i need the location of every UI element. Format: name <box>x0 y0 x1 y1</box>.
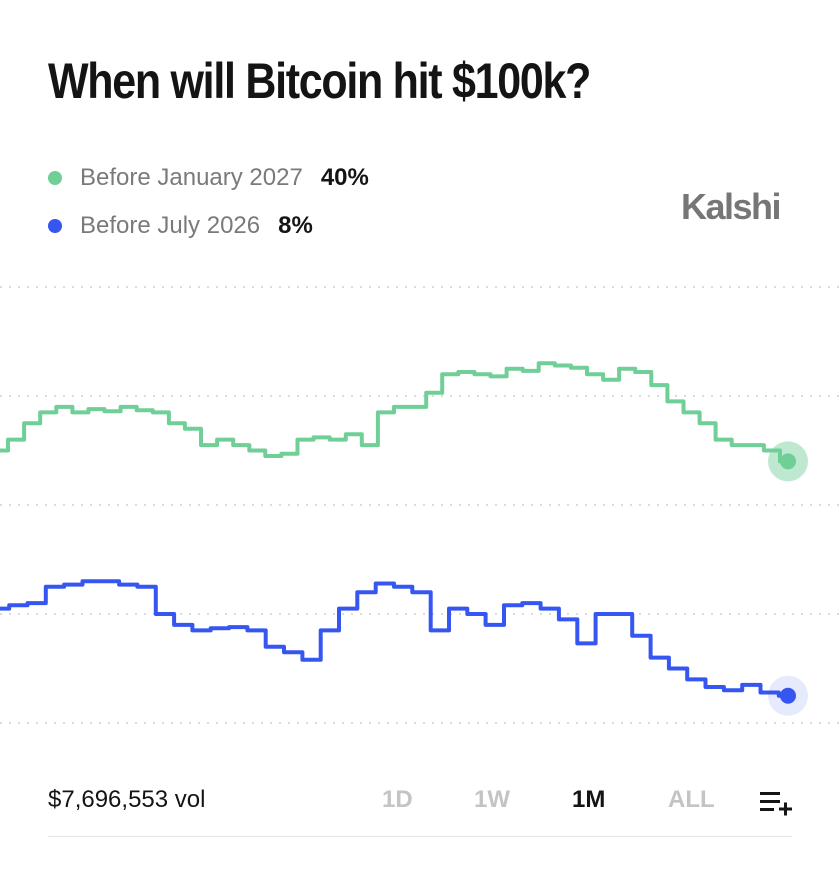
range-1w-button[interactable]: 1W <box>474 786 510 813</box>
range-1m-button[interactable]: 1M <box>572 786 606 813</box>
chart-footer: $7,696,553 vol 1D 1W 1M ALL <box>48 782 792 822</box>
legend-dot-blue <box>48 219 62 233</box>
legend-item-jan-2027: Before January 2027 40% <box>48 154 369 202</box>
range-1d-button[interactable]: 1D <box>382 786 413 813</box>
chart-title: When will Bitcoin hit $100k? <box>48 53 591 109</box>
legend-value: 8% <box>278 212 313 239</box>
series-line-0 <box>0 361 788 464</box>
legend: Before January 2027 40% Before July 2026… <box>48 154 369 250</box>
kalshi-logo: Kalshi <box>681 186 782 227</box>
legend-item-jul-2026: Before July 2026 8% <box>48 202 369 250</box>
footer-divider <box>48 836 792 837</box>
legend-dot-green <box>48 171 62 185</box>
range-all-button[interactable]: ALL <box>668 786 715 813</box>
legend-label: Before July 2026 <box>80 212 261 239</box>
volume-label: $7,696,553 vol <box>48 786 206 813</box>
legend-label: Before January 2027 <box>80 164 303 191</box>
playlist-add-icon[interactable] <box>760 790 794 816</box>
endpoint-dot-0 <box>780 453 796 470</box>
line-chart <box>0 286 840 724</box>
endpoint-dot-1 <box>780 687 796 704</box>
legend-value: 40% <box>320 164 369 191</box>
series-line-1 <box>0 579 788 698</box>
